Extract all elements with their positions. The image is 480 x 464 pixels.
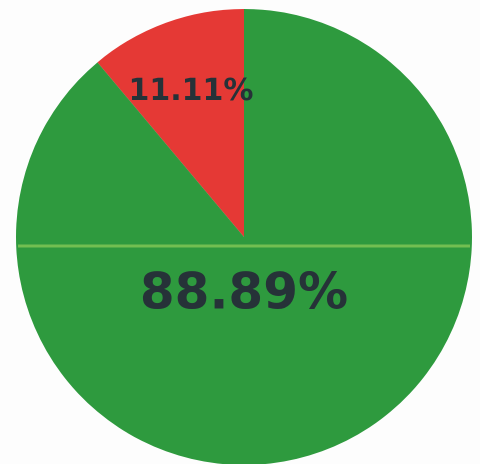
pie-slice-label-1: 88.89% bbox=[140, 263, 348, 321]
pie-slice-0 bbox=[97, 9, 244, 237]
pie-slice-1 bbox=[16, 9, 472, 464]
pie-slices bbox=[16, 9, 472, 464]
pie-labels: 11.11% 88.89% bbox=[129, 73, 349, 321]
pie-slice-label-0: 11.11% bbox=[129, 73, 254, 108]
